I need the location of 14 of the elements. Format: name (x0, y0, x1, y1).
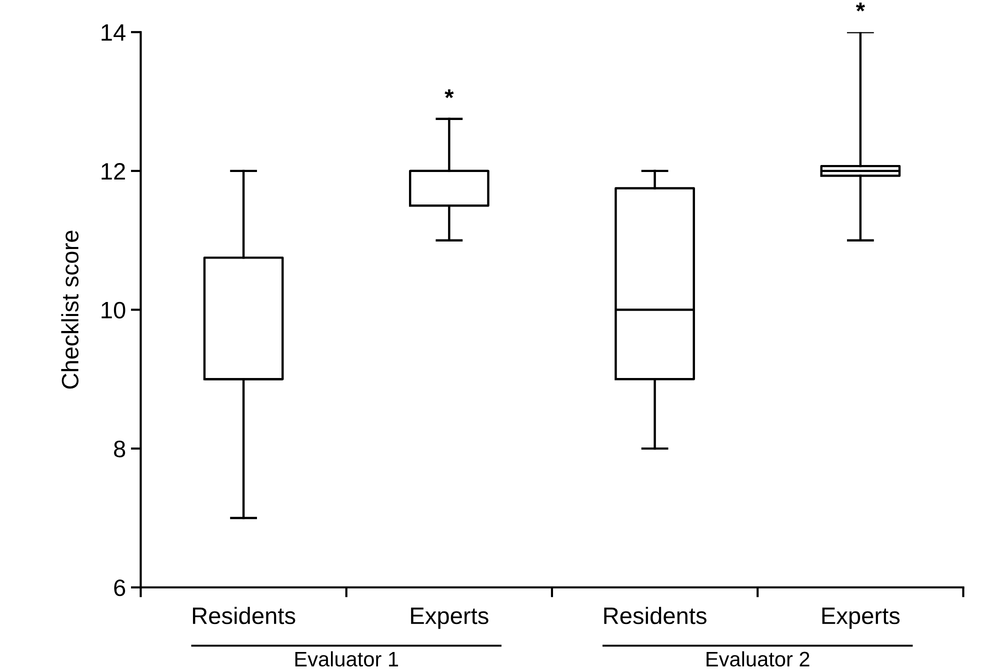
x-tick-label: Residents (192, 606, 296, 624)
annotation: * (444, 89, 454, 98)
y-tick-label: 8 (114, 440, 126, 458)
y-tick-label: 10 (102, 302, 126, 319)
text: * (856, 2, 866, 12)
text: Evaluator 2 (706, 651, 810, 667)
y-tick-label: 6 (114, 579, 126, 596)
text: Evaluator 1 (295, 651, 398, 667)
y-tick-label: 14 (102, 24, 126, 41)
y-tick-label: 12 (102, 163, 125, 180)
x-tick-label: Experts (411, 608, 488, 629)
y-axis-title: Checklist score (61, 230, 79, 389)
x-tick-label: Residents (604, 606, 706, 624)
x-tick-label: Experts (822, 608, 900, 629)
